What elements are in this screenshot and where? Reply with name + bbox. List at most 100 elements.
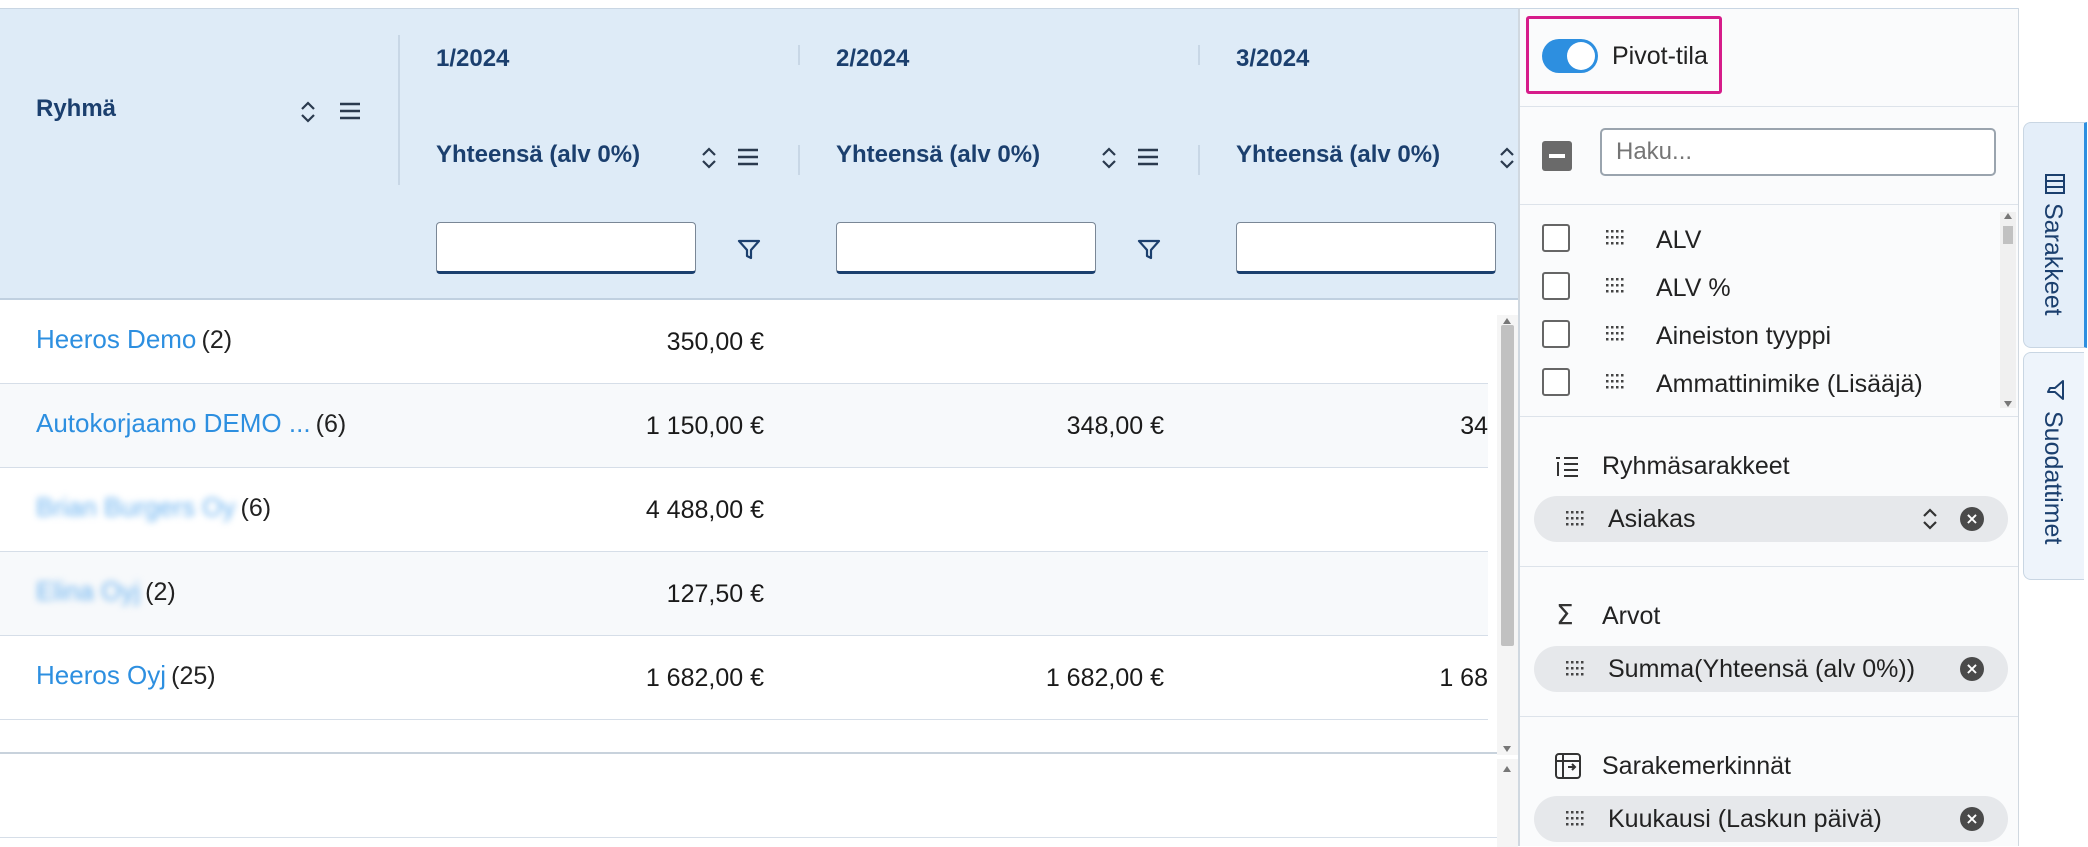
remove-icon[interactable]: × [1960, 657, 1984, 681]
group-count: (6) [315, 410, 347, 438]
group-column-header[interactable]: Ryhmä [36, 95, 117, 122]
pivot-mode-section: Pivot-tila [1520, 9, 2020, 107]
column-header-2[interactable]: Yhteensä (alv 0%) [836, 141, 1041, 168]
highlight-box [1526, 16, 1722, 94]
sort-icon[interactable] [1097, 143, 1121, 173]
tab-columns[interactable]: Sarakkeet [2023, 122, 2087, 348]
column-checkbox[interactable] [1542, 224, 1570, 252]
row-groups-icon [1556, 457, 1578, 477]
column-separator[interactable] [1198, 45, 1200, 65]
column-filter-input-1[interactable] [436, 222, 696, 274]
filter-icon[interactable] [1134, 235, 1164, 265]
column-name[interactable]: ALV % [1656, 274, 1731, 302]
drag-handle-icon[interactable] [1604, 324, 1624, 344]
vertical-scrollbar-lower[interactable] [1497, 759, 1518, 847]
column-labels-label: Sarakemerkinnät [1602, 752, 1791, 780]
column-menu-icon[interactable] [336, 99, 364, 123]
sort-icon[interactable] [1497, 143, 1517, 173]
cell-value[interactable]: 348,00 € [1066, 412, 1164, 440]
column-group-header-1: 1/2024 [436, 45, 510, 72]
filter-icon[interactable] [734, 235, 764, 265]
pivot-mode-toggle[interactable] [1542, 39, 1598, 73]
remove-icon[interactable]: × [1960, 507, 1984, 531]
cell-value[interactable]: 34 [1460, 412, 1488, 440]
cell-value[interactable]: 1 682,00 € [645, 664, 764, 692]
sigma-icon: Σ [1556, 598, 1574, 631]
row-groups-label: Ryhmäsarakkeet [1602, 452, 1790, 480]
column-list-scrollbar[interactable] [2000, 212, 2016, 408]
column-menu-icon[interactable] [1134, 145, 1162, 169]
pivot-grid: Ryhmä 1/2024 Yhteensä (alv 0%) 2/2024 Yh… [0, 8, 1518, 847]
drag-handle-icon[interactable] [1604, 372, 1624, 392]
list-item[interactable]: Ammattinimike (Lisääjä) [1520, 368, 1990, 416]
list-item[interactable]: ALV % [1520, 272, 1990, 320]
value-name[interactable]: Summa(Yhteensä (alv 0%)) [1608, 655, 1916, 683]
sort-icon[interactable] [697, 143, 721, 173]
drag-handle-icon[interactable] [1604, 228, 1624, 248]
column-separator[interactable] [1198, 145, 1200, 175]
filter-icon [2047, 380, 2064, 400]
sort-icon[interactable] [1921, 506, 1939, 532]
vertical-scrollbar-thumb[interactable] [1501, 325, 1514, 646]
columns-tool-panel: Pivot-tila ALV ALV % Aineiston tyyppi Am… [1518, 8, 2020, 847]
value-pill[interactable]: Summa(Yhteensä (alv 0%)) × [1534, 646, 2008, 692]
column-label-pill[interactable]: Kuukausi (Laskun päivä) × [1534, 796, 2008, 842]
cell-value[interactable]: 1 150,00 € [645, 412, 764, 440]
group-name[interactable]: Heeros Demo [36, 324, 197, 354]
sort-icon[interactable] [296, 97, 320, 127]
column-group-header-3: 3/2024 [1236, 45, 1310, 72]
table-row[interactable]: Autokorjaamo DEMO ... (6) 1 150,00 € 348… [0, 384, 1488, 468]
cell-value[interactable]: 127,50 € [666, 580, 764, 608]
column-name[interactable]: Aineiston tyyppi [1656, 322, 1832, 350]
column-name[interactable]: Ammattinimike (Lisääjä) [1656, 370, 1923, 398]
column-labels-icon [1555, 753, 1581, 779]
drag-handle-icon[interactable] [1564, 659, 1584, 679]
group-count: (2) [201, 326, 233, 354]
column-separator[interactable] [798, 145, 800, 175]
list-item[interactable]: ALV [1520, 224, 1990, 272]
table-row[interactable]: Heeros Demo (2) 350,00 € [0, 300, 1488, 384]
table-row[interactable]: Elina Oyj (2) 127,50 € [0, 552, 1488, 636]
group-name[interactable]: Autokorjaamo DEMO ... [36, 408, 311, 438]
column-separator[interactable] [798, 45, 800, 65]
column-checkbox[interactable] [1542, 272, 1570, 300]
column-filter-input-3[interactable] [1236, 222, 1496, 274]
tab-filters[interactable]: Suodattimet [2023, 352, 2084, 580]
column-checkbox[interactable] [1542, 320, 1570, 348]
group-name[interactable]: Heeros Oyj [36, 660, 167, 690]
select-all-checkbox[interactable] [1542, 141, 1572, 171]
drag-handle-icon[interactable] [1564, 509, 1584, 529]
column-separator[interactable] [398, 35, 400, 185]
table-row[interactable]: Heeros Oyj (25) 1 682,00 € 1 682,00 € 1 … [0, 636, 1488, 720]
column-name[interactable]: ALV [1656, 226, 1702, 254]
column-search-section [1520, 106, 2020, 205]
column-labels-section: Sarakemerkinnät Kuukausi (Laskun päivä) … [1520, 716, 2020, 847]
group-count: (2) [145, 578, 176, 606]
list-item[interactable]: Aineiston tyyppi [1520, 320, 1990, 368]
values-section: Σ Arvot Summa(Yhteensä (alv 0%)) × [1520, 566, 2020, 717]
column-label-name[interactable]: Kuukausi (Laskun päivä) [1608, 805, 1882, 833]
cell-value[interactable]: 4 488,00 € [645, 496, 764, 524]
tab-filters-label: Suodattimet [2039, 411, 2067, 545]
group-name[interactable]: Elina Oyj [36, 576, 141, 606]
horizontal-scrollbar-track[interactable] [0, 837, 1497, 838]
table-row[interactable]: Brian Burgers Oy (6) 4 488,00 € [0, 468, 1488, 552]
cell-value[interactable]: 350,00 € [666, 328, 764, 356]
values-label: Arvot [1602, 602, 1661, 630]
column-filter-input-2[interactable] [836, 222, 1096, 274]
remove-icon[interactable]: × [1960, 807, 1984, 831]
row-group-pill[interactable]: Asiakas × [1534, 496, 2008, 542]
pivot-mode-label[interactable]: Pivot-tila [1612, 42, 1708, 70]
column-checkbox[interactable] [1542, 368, 1570, 396]
drag-handle-icon[interactable] [1604, 276, 1624, 296]
column-menu-icon[interactable] [734, 145, 762, 169]
cell-value[interactable]: 1 68 [1439, 664, 1488, 692]
column-header-3[interactable]: Yhteensä (alv 0%) [1236, 141, 1441, 168]
drag-handle-icon[interactable] [1564, 809, 1584, 829]
column-search-input[interactable] [1600, 128, 1996, 176]
cell-value[interactable]: 1 682,00 € [1045, 664, 1164, 692]
grid-bottom-border [0, 752, 1497, 754]
column-header-1[interactable]: Yhteensä (alv 0%) [436, 141, 641, 168]
column-group-header-2: 2/2024 [836, 45, 910, 72]
group-name[interactable]: Brian Burgers Oy [36, 492, 236, 522]
